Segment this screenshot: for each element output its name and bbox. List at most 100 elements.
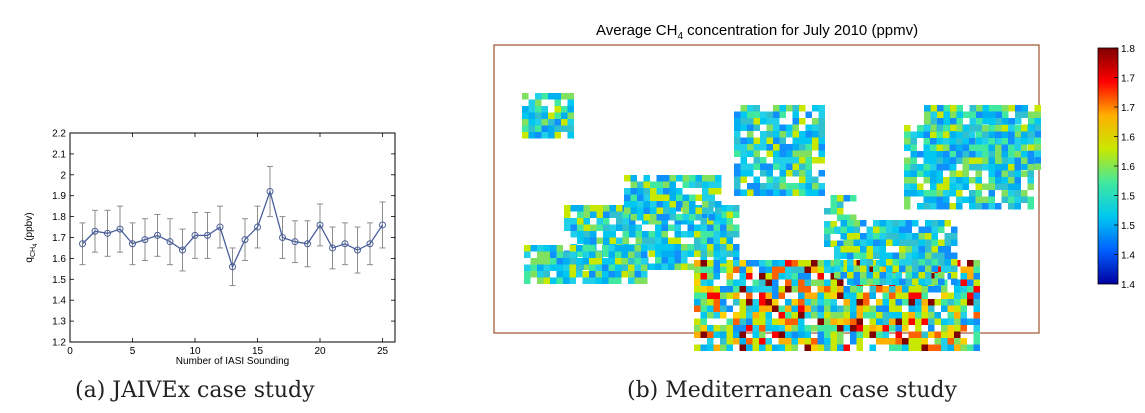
map-cell: [707, 273, 714, 280]
map-cell: [879, 239, 886, 246]
x-tick-label: 10: [189, 346, 201, 357]
map-cell: [982, 151, 989, 158]
map-cell: [752, 260, 759, 267]
map-cell: [923, 144, 930, 151]
map-cell: [904, 125, 911, 132]
map-cell: [583, 224, 590, 231]
map-cell: [643, 175, 650, 182]
map-cell: [726, 344, 733, 351]
map-cell: [786, 157, 793, 164]
map-cell: [564, 218, 571, 225]
map-cell: [628, 251, 635, 258]
map-cell: [817, 266, 824, 273]
map-cell: [905, 272, 912, 279]
map-cell: [766, 131, 773, 138]
map-cell: [577, 205, 584, 212]
map-cell: [834, 246, 841, 253]
x-tick-label: 0: [67, 346, 73, 357]
map-cell: [707, 344, 714, 351]
map-cell: [866, 278, 873, 285]
map-cell: [908, 331, 915, 338]
map-cell: [707, 224, 714, 231]
map-cell: [962, 131, 969, 138]
map-cell: [988, 138, 995, 145]
map-cell: [773, 163, 780, 170]
map-cell: [707, 325, 714, 332]
map-cell: [590, 237, 597, 244]
colorbar-tick-label: 1.6: [1121, 162, 1135, 173]
map-cell: [760, 183, 767, 190]
map-cell: [969, 203, 976, 210]
map-cell: [924, 105, 931, 112]
colorbar-tick-label: 1.5: [1121, 192, 1135, 203]
map-cell: [726, 273, 733, 280]
map-cell: [635, 237, 642, 244]
map-cell: [707, 260, 714, 267]
map-cell: [779, 170, 786, 177]
map-cell: [912, 259, 919, 266]
map-cell: [786, 105, 793, 112]
map-cell: [799, 163, 806, 170]
map-cell: [772, 286, 779, 293]
map-cell: [899, 233, 906, 240]
map-cell: [925, 252, 932, 259]
map-cell: [902, 312, 909, 319]
map-cell: [879, 272, 886, 279]
map-cell: [564, 224, 571, 231]
colorbar-tick-label: 1.4: [1121, 280, 1135, 291]
map-cell: [726, 305, 733, 312]
map-cell: [778, 318, 785, 325]
map-cell: [960, 273, 967, 280]
map-cell: [934, 312, 941, 319]
map-cell: [805, 111, 812, 118]
map-cell: [622, 218, 629, 225]
mediterranean-map-panel: 1.8 1.7 1.7 1.6 1.6 1.5 1.5 1.4 1.4: [470, 0, 1145, 413]
map-cell: [643, 201, 650, 208]
map-cell: [947, 312, 954, 319]
map-cell: [954, 344, 961, 351]
map-cell: [694, 237, 701, 244]
map-cell: [960, 279, 967, 286]
map-cell: [733, 279, 740, 286]
map-cell: [694, 224, 701, 231]
map-cell: [561, 125, 568, 132]
map-cell: [866, 246, 873, 253]
map-cell: [779, 105, 786, 112]
map-cell: [1034, 131, 1041, 138]
map-cell: [840, 226, 847, 233]
map-cell: [747, 189, 754, 196]
map-cell: [772, 318, 779, 325]
map-cell: [530, 271, 537, 278]
map-cell: [892, 233, 899, 240]
map-cell: [643, 214, 650, 221]
map-cell: [876, 331, 883, 338]
map-cell: [773, 118, 780, 125]
map-cell: [837, 331, 844, 338]
map-cell: [733, 250, 740, 257]
map-cell: [760, 144, 767, 151]
map-cell: [615, 277, 622, 284]
map-cell: [962, 151, 969, 158]
map-cell: [856, 286, 863, 293]
map-cell: [668, 244, 675, 251]
map-cell: [882, 312, 889, 319]
map-cell: [668, 250, 675, 257]
map-cell: [687, 263, 694, 270]
map-cell: [695, 175, 702, 182]
y-tick-label: 2: [60, 170, 66, 181]
map-cell: [902, 292, 909, 299]
data-point: [241, 236, 249, 244]
map-cell: [921, 286, 928, 293]
map-cell: [726, 318, 733, 325]
map-cell: [563, 271, 570, 278]
map-cell: [739, 266, 746, 273]
map-cell: [988, 170, 995, 177]
data-series-line: [82, 189, 384, 269]
map-cell: [824, 208, 831, 215]
map-cell: [843, 195, 850, 202]
map-cell: [753, 163, 760, 170]
map-cell: [818, 105, 825, 112]
map-cell: [733, 266, 740, 273]
y-tick-label: 1.2: [52, 338, 66, 349]
map-cell: [899, 259, 906, 266]
